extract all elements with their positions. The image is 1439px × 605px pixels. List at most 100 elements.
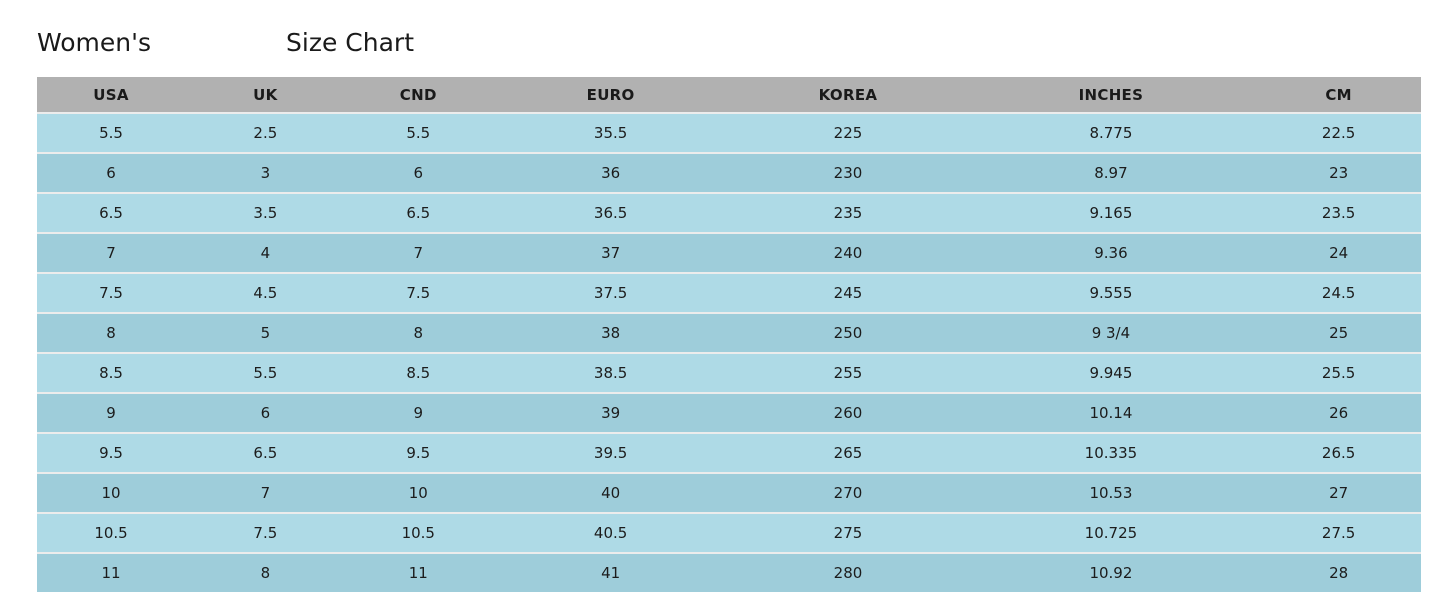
size-table-header: USA UK CND EURO KOREA INCHES CM xyxy=(37,77,1421,113)
table-cell: 8 xyxy=(37,312,186,353)
table-cell: 40.5 xyxy=(490,512,731,553)
table-cell: 39.5 xyxy=(490,432,731,473)
table-cell: 9.5 xyxy=(37,432,186,473)
table-cell: 23 xyxy=(1256,152,1421,193)
table-cell: 5.5 xyxy=(37,112,186,153)
table-row: 9 6 9 39 260 10.14 26 xyxy=(37,392,1421,433)
table-cell: 11 xyxy=(37,552,186,592)
table-cell: 6.5 xyxy=(185,432,346,473)
table-cell: 11 xyxy=(345,552,491,592)
table-cell: 250 xyxy=(730,312,966,353)
table-cell: 8.97 xyxy=(965,152,1257,193)
table-cell: 26.5 xyxy=(1256,432,1421,473)
table-cell: 25.5 xyxy=(1256,352,1421,393)
table-cell: 7 xyxy=(345,232,491,273)
column-header-cnd: CND xyxy=(345,77,491,113)
table-cell: 255 xyxy=(730,352,966,393)
table-cell: 6.5 xyxy=(345,192,491,233)
table-cell: 8.5 xyxy=(345,352,491,393)
table-cell: 9.945 xyxy=(965,352,1257,393)
table-cell: 9 xyxy=(345,392,491,433)
table-cell: 9 xyxy=(37,392,186,433)
table-cell: 270 xyxy=(730,472,966,513)
page-title-suffix: Size Chart xyxy=(286,28,414,57)
page-title-prefix: Women's xyxy=(37,28,152,57)
column-header-cm: CM xyxy=(1256,77,1421,113)
table-cell: 40 xyxy=(490,472,731,513)
table-cell: 37.5 xyxy=(490,272,731,313)
table-row: 11 8 11 41 280 10.92 28 xyxy=(37,552,1421,592)
table-cell: 9 3/4 xyxy=(965,312,1257,353)
table-cell: 22.5 xyxy=(1256,112,1421,153)
table-cell: 235 xyxy=(730,192,966,233)
table-row: 10.5 7.5 10.5 40.5 275 10.725 27.5 xyxy=(37,512,1421,553)
table-cell: 2.5 xyxy=(185,112,346,153)
table-cell: 240 xyxy=(730,232,966,273)
table-cell: 26 xyxy=(1256,392,1421,433)
table-cell: 10.5 xyxy=(37,512,186,553)
table-row: 8.5 5.5 8.5 38.5 255 9.945 25.5 xyxy=(37,352,1421,393)
table-cell: 10.14 xyxy=(965,392,1257,433)
table-cell: 3.5 xyxy=(185,192,346,233)
table-cell: 6 xyxy=(345,152,491,193)
column-header-inches: INCHES xyxy=(965,77,1257,113)
table-row: 6 3 6 36 230 8.97 23 xyxy=(37,152,1421,193)
table-row: 6.5 3.5 6.5 36.5 235 9.165 23.5 xyxy=(37,192,1421,233)
table-cell: 5.5 xyxy=(345,112,491,153)
table-row: 7.5 4.5 7.5 37.5 245 9.555 24.5 xyxy=(37,272,1421,313)
table-cell: 7 xyxy=(37,232,186,273)
table-cell: 37 xyxy=(490,232,731,273)
table-cell: 280 xyxy=(730,552,966,592)
table-cell: 35.5 xyxy=(490,112,731,153)
table-cell: 245 xyxy=(730,272,966,313)
table-cell: 6.5 xyxy=(37,192,186,233)
table-cell: 9.5 xyxy=(345,432,491,473)
table-cell: 8.5 xyxy=(37,352,186,393)
table-cell: 27 xyxy=(1256,472,1421,513)
table-row: 10 7 10 40 270 10.53 27 xyxy=(37,472,1421,513)
page-title: Women's Size Chart xyxy=(37,28,414,58)
table-cell: 225 xyxy=(730,112,966,153)
size-table: USA UK CND EURO KOREA INCHES CM 5.5 2.5 5.5 35.5 2… xyxy=(37,77,1421,592)
table-cell: 10.335 xyxy=(965,432,1257,473)
table-cell: 36 xyxy=(490,152,731,193)
table-cell: 25 xyxy=(1256,312,1421,353)
table-cell: 4 xyxy=(185,232,346,273)
table-cell: 6 xyxy=(185,392,346,433)
table-cell: 38.5 xyxy=(490,352,731,393)
table-cell: 10 xyxy=(37,472,186,513)
title-blank-gap xyxy=(151,50,286,51)
table-cell: 3 xyxy=(185,152,346,193)
column-header-euro: EURO xyxy=(490,77,731,113)
table-cell: 28 xyxy=(1256,552,1421,592)
table-cell: 275 xyxy=(730,512,966,553)
table-cell: 10.5 xyxy=(345,512,491,553)
table-cell: 6 xyxy=(37,152,186,193)
table-cell: 8 xyxy=(185,552,346,592)
table-cell: 10.53 xyxy=(965,472,1257,513)
column-header-uk: UK xyxy=(185,77,346,113)
header-row: USA UK CND EURO KOREA INCHES CM xyxy=(37,77,1421,113)
table-cell: 24.5 xyxy=(1256,272,1421,313)
column-header-usa: USA xyxy=(37,77,186,113)
table-cell: 24 xyxy=(1256,232,1421,273)
table-cell: 8.775 xyxy=(965,112,1257,153)
table-cell: 4.5 xyxy=(185,272,346,313)
table-cell: 5 xyxy=(185,312,346,353)
table-cell: 23.5 xyxy=(1256,192,1421,233)
table-cell: 8 xyxy=(345,312,491,353)
table-cell: 265 xyxy=(730,432,966,473)
table-cell: 5.5 xyxy=(185,352,346,393)
table-cell: 9.165 xyxy=(965,192,1257,233)
table-cell: 7.5 xyxy=(37,272,186,313)
table-cell: 260 xyxy=(730,392,966,433)
table-cell: 9.555 xyxy=(965,272,1257,313)
table-cell: 10 xyxy=(345,472,491,513)
table-cell: 27.5 xyxy=(1256,512,1421,553)
table-cell: 39 xyxy=(490,392,731,433)
table-cell: 38 xyxy=(490,312,731,353)
table-row: 5.5 2.5 5.5 35.5 225 8.775 22.5 xyxy=(37,112,1421,153)
table-cell: 10.92 xyxy=(965,552,1257,592)
table-row: 8 5 8 38 250 9 3/4 25 xyxy=(37,312,1421,353)
